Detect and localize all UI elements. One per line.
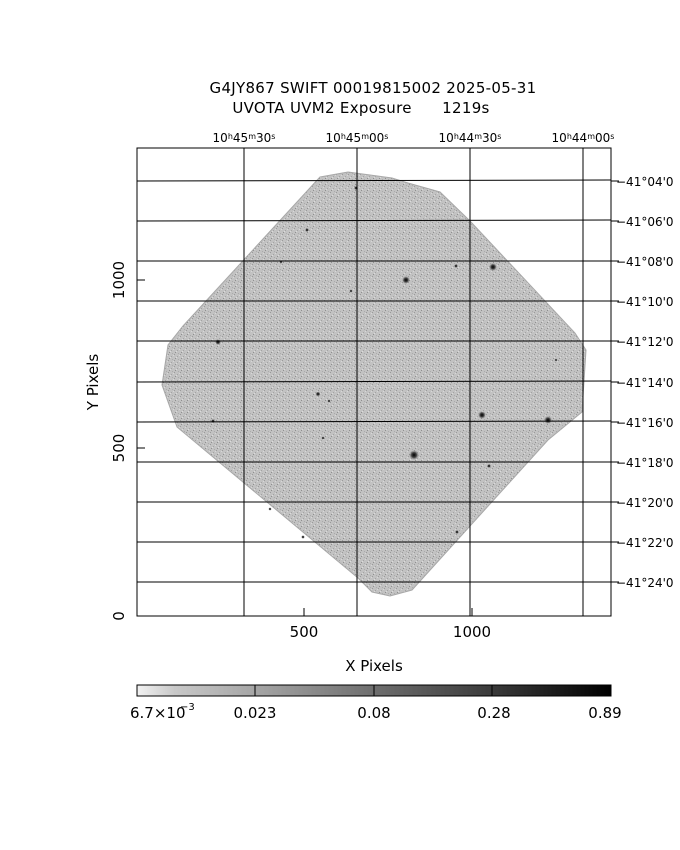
dec-tick-label: −41°20'0 xyxy=(616,496,674,510)
plot-title-line2: UVOTA UVM2 Exposure 1219s xyxy=(232,99,490,117)
colorbar-label-exponent: −3 xyxy=(180,702,195,713)
colorbar-label: 0.023 xyxy=(234,704,277,722)
y-tick-label: 0 xyxy=(110,611,128,621)
plot-title-line1: G4JY867 SWIFT 00019815002 2025-05-31 xyxy=(209,79,537,97)
ra-tick-labels: 10h45m30s 10h45m00s 10h44m30s 10h44m00s xyxy=(213,131,615,145)
sky-grid xyxy=(137,148,611,616)
dec-tick-label: −41°22'0 xyxy=(616,536,674,550)
dec-tick-label: −41°16'0 xyxy=(616,416,674,430)
ra-tick-label: 10h45m00s xyxy=(326,131,389,145)
ra-tick-label: 10h44m30s xyxy=(439,131,502,145)
x-tick-label: 1000 xyxy=(453,623,491,641)
dec-tick-label: −41°10'0 xyxy=(616,295,674,309)
dec-tick-label: −41°04'0 xyxy=(616,175,674,189)
ra-tick-label: 10h44m00s xyxy=(552,131,615,145)
colorbar-label: 0.08 xyxy=(357,704,390,722)
colorbar-ticks xyxy=(254,685,493,696)
dec-tick-labels: −41°04'0 −41°06'0 −41°08'0 −41°10'0 −41°12'0… xyxy=(611,175,674,590)
y-tick-label: 1000 xyxy=(110,261,128,299)
exposure-footprint xyxy=(161,171,587,597)
y-tick-label: 500 xyxy=(110,434,128,463)
dec-tick-label: −41°18'0 xyxy=(616,456,674,470)
dec-tick-label: −41°14'0 xyxy=(616,376,674,390)
dec-tick-label: −41°06'0 xyxy=(616,215,674,229)
colorbar-label: 0.28 xyxy=(477,704,510,722)
dec-tick-label: −41°24'0 xyxy=(616,576,674,590)
x-tick-label: 500 xyxy=(290,623,319,641)
ra-tick-label: 10h45m30s xyxy=(213,131,276,145)
x-axis-title: X Pixels xyxy=(345,657,403,675)
colorbar-label-min: 6.7×10 xyxy=(130,704,186,722)
dec-tick-label: −41°08'0 xyxy=(616,255,674,269)
colorbar-label-max: 0.89 xyxy=(588,704,621,722)
pixel-ticks xyxy=(137,279,473,616)
dec-tick-label: −41°12'0 xyxy=(616,335,674,349)
y-axis-title: Y Pixels xyxy=(84,354,102,412)
